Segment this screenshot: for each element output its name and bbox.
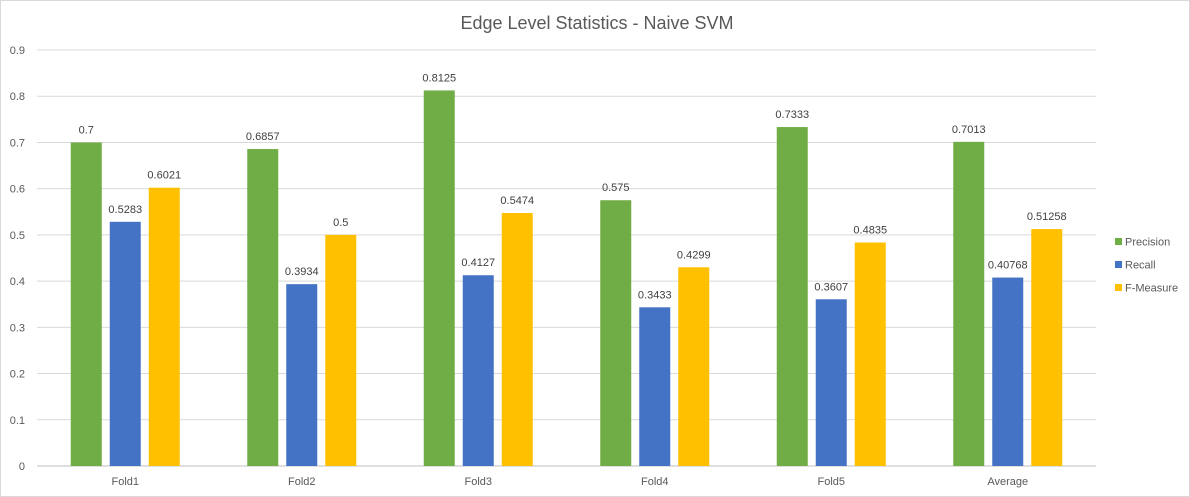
data-label: 0.3934 xyxy=(285,266,319,278)
data-label: 0.575 xyxy=(602,182,630,194)
data-label: 0.7 xyxy=(79,124,94,136)
bars xyxy=(70,90,1063,467)
y-tick-label: 0.4 xyxy=(10,276,25,288)
legend-label: F-Measure xyxy=(1125,283,1178,295)
gridlines xyxy=(37,49,1096,467)
bar-precision-fold5 xyxy=(776,127,808,467)
bar-precision-fold4 xyxy=(600,200,632,466)
bar-recall-fold3 xyxy=(462,275,494,466)
data-label: 0.40768 xyxy=(988,260,1028,272)
data-label: 0.3433 xyxy=(638,289,672,301)
data-label: 0.6021 xyxy=(147,170,181,182)
x-tick-label: Fold5 xyxy=(817,476,845,488)
x-tick-label: Fold2 xyxy=(288,476,316,488)
data-label: 0.3607 xyxy=(814,281,848,293)
bar-recall-fold2 xyxy=(286,284,318,466)
data-label: 0.8125 xyxy=(422,72,456,84)
x-tick-label: Fold4 xyxy=(641,476,669,488)
data-label: 0.51258 xyxy=(1027,211,1067,223)
bar-f-measure-average xyxy=(1031,229,1063,466)
chart-title: Edge Level Statistics - Naive SVM xyxy=(460,13,733,33)
y-tick-label: 0.8 xyxy=(10,91,25,103)
legend-label: Recall xyxy=(1125,260,1156,272)
x-axis: Fold1 Fold2 Fold3 Fold4 Fold5 Average xyxy=(111,476,1028,488)
legend-label: Precision xyxy=(1125,237,1170,249)
data-label: 0.7333 xyxy=(775,109,809,121)
data-label: 0.6857 xyxy=(246,131,280,143)
bar-precision-fold3 xyxy=(423,90,455,466)
legend-swatch xyxy=(1115,284,1122,291)
data-label: 0.5 xyxy=(333,217,348,229)
bar-recall-fold4 xyxy=(639,307,671,466)
y-tick-label: 0.1 xyxy=(10,415,25,427)
bar-precision-average xyxy=(953,141,985,466)
y-tick-label: 0.2 xyxy=(10,369,25,381)
x-tick-label: Fold3 xyxy=(464,476,492,488)
y-tick-label: 0.3 xyxy=(10,322,25,334)
y-tick-label: 0.5 xyxy=(10,230,25,242)
data-labels: 0.7 0.5283 0.6021 0.6857 0.3934 0.5 0.8125 0.41… xyxy=(79,72,1067,301)
y-axis: 0 0.1 0.2 0.3 0.4 0.5 0.6 0.7 0.8 0.9 xyxy=(10,45,25,473)
y-tick-label: 0.6 xyxy=(10,184,25,196)
legend: Precision Recall F-Measure xyxy=(1115,237,1178,295)
data-label: 0.4127 xyxy=(461,257,495,269)
y-tick-label: 0.9 xyxy=(10,45,25,57)
y-tick-label: 0 xyxy=(19,461,25,473)
bar-f-measure-fold1 xyxy=(148,187,180,467)
data-label: 0.4835 xyxy=(853,225,887,237)
bar-recall-fold5 xyxy=(815,299,847,466)
legend-swatch xyxy=(1115,238,1122,245)
x-tick-label: Fold1 xyxy=(111,476,139,488)
bar-precision-fold2 xyxy=(247,149,279,466)
bar-f-measure-fold2 xyxy=(325,234,357,466)
data-label: 0.5474 xyxy=(500,195,534,207)
bar-recall-fold1 xyxy=(109,221,141,466)
bar-precision-fold1 xyxy=(70,142,102,466)
bar-f-measure-fold3 xyxy=(501,212,533,466)
data-label: 0.7013 xyxy=(952,124,986,136)
y-tick-label: 0.7 xyxy=(10,137,25,149)
x-tick-label: Average xyxy=(987,476,1028,488)
data-label: 0.4299 xyxy=(677,249,711,261)
bar-recall-average xyxy=(992,277,1024,466)
bar-f-measure-fold4 xyxy=(678,267,710,466)
legend-swatch xyxy=(1115,261,1122,268)
data-label: 0.5283 xyxy=(108,204,142,216)
bar-f-measure-fold5 xyxy=(854,242,886,466)
